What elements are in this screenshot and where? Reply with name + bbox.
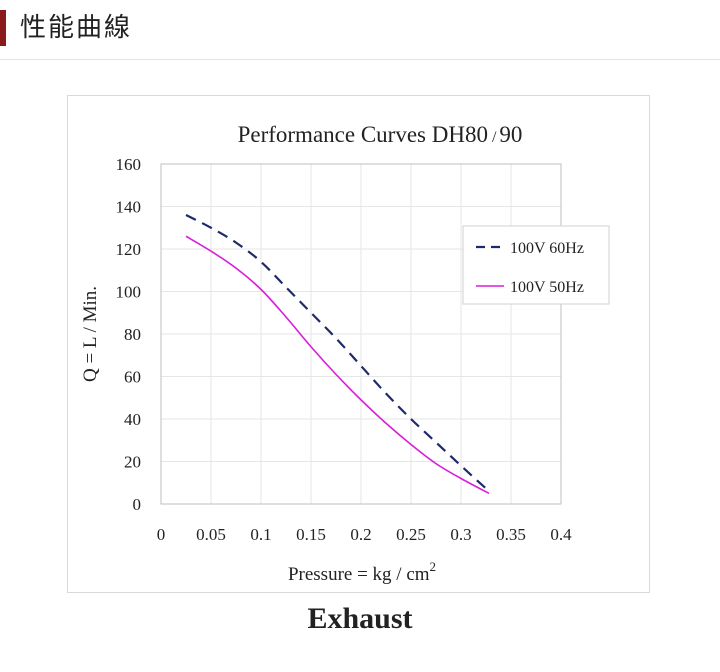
x-tick-label: 0.35 [496,525,526,544]
chart-caption: Exhaust [307,602,413,635]
legend: 100V 60Hz 100V 50Hz [462,225,610,305]
series-line-1 [185,235,490,495]
grid-lines [160,163,562,505]
header-divider [0,59,720,60]
legend-label-50hz: 100V 50Hz [510,279,584,296]
chart-title-main: Performance Curves DH80 [238,122,488,147]
y-tick-label: 20 [124,453,141,472]
y-tick-label: 120 [116,240,142,259]
y-tick-label: 80 [124,325,141,344]
chart-frame [67,95,650,593]
chart-title: Performance Curves DH80/90 [238,122,523,147]
section-title: 性能曲線 [20,13,133,43]
y-tick-labels: 0 20 40 60 80 100 120 140 160 [116,155,142,514]
x-tick-label: 0.3 [450,525,471,544]
y-tick-label: 160 [116,155,142,174]
y-axis-label: Q = L / Min. [80,286,101,382]
legend-label-60hz: 100V 60Hz [510,240,584,257]
series-line-0 [185,214,490,493]
x-tick-label: 0.4 [550,525,572,544]
x-axis-label-text: Pressure = kg / cm [288,564,430,585]
plot-area-border [160,163,562,505]
performance-chart: Performance Curves DH80/90 0 0.05 0.1 0.15 0… [80,122,610,585]
x-tick-label: 0 [157,525,166,544]
y-tick-label: 140 [116,198,142,217]
y-tick-label: 0 [133,495,142,514]
x-tick-label: 0.1 [250,525,271,544]
series-lines [185,214,490,495]
chart-title-sep: / [492,129,497,146]
x-tick-label: 0.05 [196,525,226,544]
section-header: 性能曲線 [0,0,720,60]
y-tick-label: 100 [116,283,142,302]
chart-title-end: 90 [499,122,522,147]
x-tick-label: 0.2 [350,525,371,544]
x-tick-labels: 0 0.05 0.1 0.15 0.2 0.25 0.3 0.35 0.4 [157,525,572,544]
x-axis-label-sup: 2 [430,559,437,574]
y-tick-label: 40 [124,410,141,429]
x-tick-label: 0.15 [296,525,326,544]
x-axis-label: Pressure = kg / cm2 [288,559,436,585]
y-tick-label: 60 [124,368,141,387]
header-accent-bar [0,10,6,46]
x-tick-label: 0.25 [396,525,426,544]
legend-box [462,225,610,305]
